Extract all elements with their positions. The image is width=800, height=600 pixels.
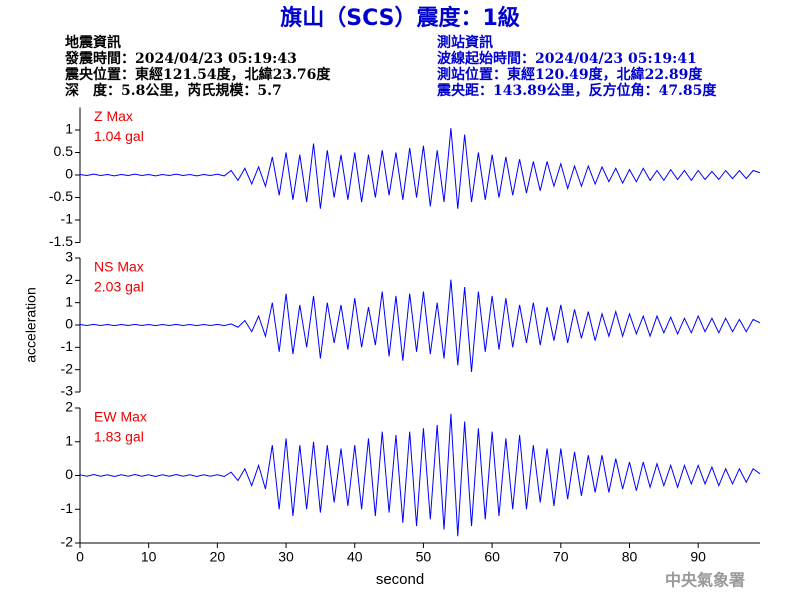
footer: 中央氣象署 (665, 571, 745, 590)
y-tick-label: -1 (61, 211, 74, 227)
x-tick-label: 50 (416, 549, 432, 565)
annotation: EW Max (94, 409, 147, 425)
y-tick-label: -3 (61, 383, 74, 399)
y-tick-label: -2 (61, 360, 74, 376)
y-tick-label: -1.5 (49, 233, 73, 249)
y-tick-label: 1 (65, 121, 73, 137)
info-line: 深 度：5.8公里，芮氏規模：5.7 (65, 82, 282, 99)
info-line: 測站位置：東經120.49度，北緯22.89度 (437, 66, 703, 83)
x-tick-label: 70 (553, 549, 569, 565)
y-tick-label: 2 (65, 399, 73, 415)
y-tick-label: 2 (65, 271, 73, 287)
x-tick-label: 60 (484, 549, 500, 565)
x-tick-label: 10 (141, 549, 157, 565)
annotation: Z Max (94, 108, 133, 124)
info-line: 發震時間：2024/04/23 05:19:43 (64, 50, 297, 67)
y-tick-label: 3 (65, 249, 73, 265)
y-tick-label: -1 (61, 500, 74, 516)
title: 旗山（SCS）震度：1級 (280, 5, 520, 31)
x-tick-label: 40 (347, 549, 363, 565)
waveform (79, 128, 761, 209)
info-line: 震央距：143.89公里，反方位角：47.85度 (436, 82, 717, 99)
y-axis-label: acceleration (23, 287, 39, 363)
x-tick-label: 20 (210, 549, 226, 565)
x-tick-label: 30 (278, 549, 294, 565)
info-line: 波線起始時間：2024/04/23 05:19:41 (437, 50, 697, 67)
y-tick-label: 0.5 (54, 143, 74, 159)
info-line: 震央位置：東經121.54度，北緯23.76度 (64, 66, 331, 83)
annotation: 2.03 gal (94, 279, 144, 295)
y-tick-label: -2 (61, 534, 74, 550)
x-tick-label: 0 (76, 549, 84, 565)
y-tick-label: 1 (65, 432, 73, 448)
x-axis-label: second (376, 571, 424, 588)
info-line: 地震資訊 (65, 34, 121, 51)
waveform (79, 413, 761, 537)
annotation: 1.83 gal (94, 429, 144, 445)
annotation: 1.04 gal (94, 128, 144, 144)
y-tick-label: 1 (65, 293, 73, 309)
info-line: 測站資訊 (437, 34, 493, 51)
y-tick-label: 0 (65, 316, 73, 332)
y-tick-label: -1 (61, 338, 74, 354)
y-tick-label: 0 (65, 166, 73, 182)
y-tick-label: -0.5 (49, 188, 73, 204)
y-tick-label: 0 (65, 466, 73, 482)
x-tick-label: 80 (622, 549, 638, 565)
waveform (79, 279, 761, 372)
annotation: NS Max (94, 259, 144, 275)
x-tick-label: 90 (690, 549, 706, 565)
